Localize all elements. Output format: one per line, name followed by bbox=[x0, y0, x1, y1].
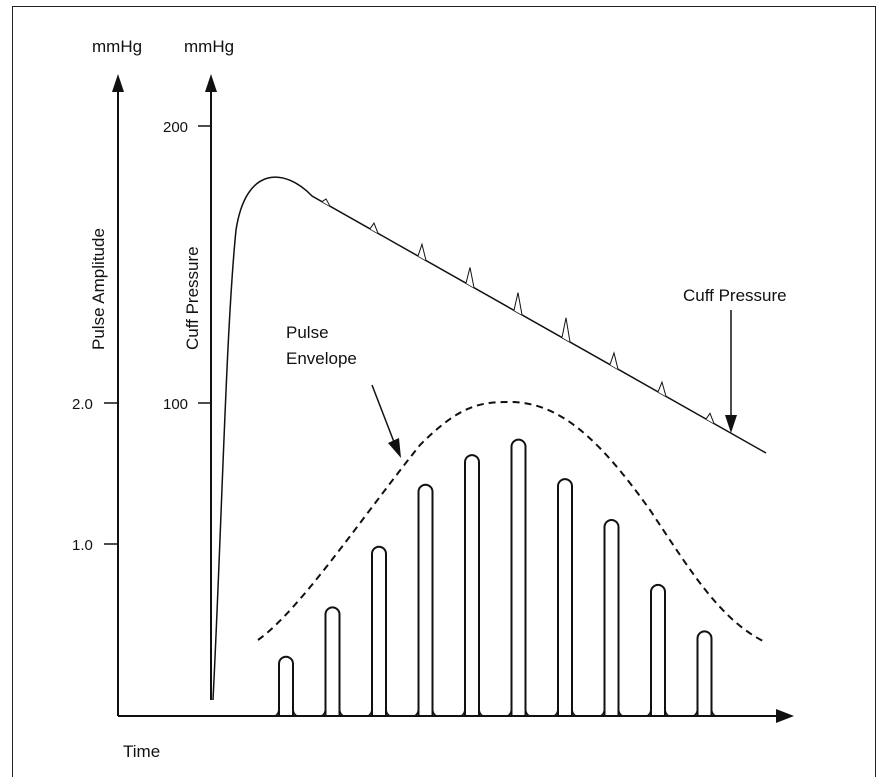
cuff-pressure-annotation-arrow bbox=[725, 415, 737, 433]
pulse-bar bbox=[510, 438, 527, 716]
figure-frame bbox=[12, 6, 876, 777]
pulse-envelope-annotation-line bbox=[371, 384, 395, 443]
pulse-envelope-annotation-line1: Pulse bbox=[286, 323, 329, 342]
pulse-bar-foot bbox=[646, 707, 670, 717]
pulse-bar-foot bbox=[460, 707, 484, 717]
pulse-bars bbox=[274, 438, 716, 717]
pressure-blip bbox=[561, 317, 571, 343]
time-axis-label: Time bbox=[123, 742, 160, 761]
time-axis-arrow bbox=[776, 709, 794, 723]
pulse-amplitude-axis-title: Pulse Amplitude bbox=[89, 228, 108, 350]
pulse-bar-foot bbox=[507, 707, 530, 717]
left-tick-label-2-0: 2.0 bbox=[72, 396, 93, 413]
pulse-amplitude-axis-arrow bbox=[112, 74, 124, 92]
pulse-bar-foot bbox=[693, 707, 716, 717]
pressure-axis-unit: mmHg bbox=[184, 37, 234, 56]
pressure-blip bbox=[609, 351, 619, 370]
pulse-bar bbox=[278, 655, 294, 716]
cuff-pressure-annotation: Cuff Pressure bbox=[683, 286, 787, 305]
pulse-bar bbox=[324, 606, 341, 716]
pressure-blip bbox=[657, 380, 667, 397]
pulse-bar bbox=[650, 583, 666, 716]
pressure-blip bbox=[513, 292, 523, 315]
cuff-pressure-curve bbox=[212, 176, 767, 701]
cuff-pressure-axis-arrow bbox=[205, 74, 217, 92]
pulse-envelope-curve bbox=[257, 400, 766, 643]
pulse-bar-foot bbox=[367, 707, 391, 717]
pulse-envelope-annotation-arrow bbox=[388, 438, 401, 458]
pressure-tick-label-200: 200 bbox=[163, 119, 188, 136]
pulse-bar-foot bbox=[600, 707, 623, 717]
pressure-blip bbox=[321, 198, 331, 207]
cuff-pressure-axis-title: Cuff Pressure bbox=[183, 246, 202, 350]
pressure-oscillation-blips bbox=[321, 198, 715, 424]
pressure-blip bbox=[465, 267, 475, 288]
pulse-envelope-annotation-line2: Envelope bbox=[286, 349, 357, 368]
pulse-bar-foot bbox=[321, 707, 344, 717]
pressure-blip bbox=[369, 222, 379, 234]
pulse-bar bbox=[603, 519, 620, 716]
pulse-bar bbox=[371, 545, 387, 716]
pulse-bar bbox=[557, 478, 573, 716]
pressure-blip bbox=[705, 412, 715, 424]
pulse-bar bbox=[696, 630, 713, 716]
pulse-bar-foot bbox=[274, 707, 298, 717]
left-tick-label-1-0: 1.0 bbox=[72, 537, 93, 554]
pressure-blip bbox=[417, 242, 427, 261]
pressure-tick-label-100: 100 bbox=[163, 396, 188, 413]
left-axis-unit: mmHg bbox=[92, 37, 142, 56]
pulse-bar bbox=[417, 483, 434, 716]
pulse-bar-foot bbox=[414, 707, 437, 717]
pulse-bar-foot bbox=[553, 707, 577, 717]
pulse-bar bbox=[464, 454, 480, 716]
